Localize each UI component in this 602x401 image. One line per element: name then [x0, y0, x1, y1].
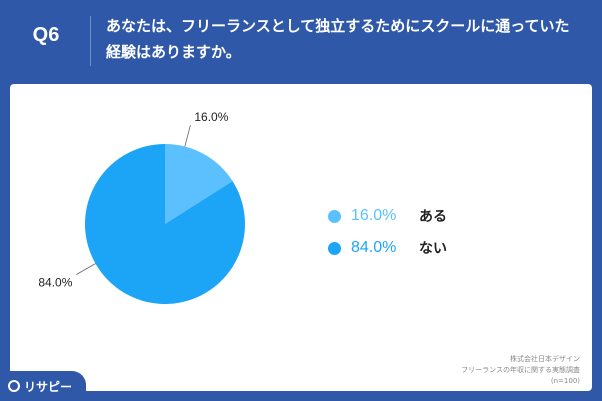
leader-line-0: [184, 125, 191, 147]
question-number: Q6: [32, 24, 60, 46]
legend-dot: [328, 209, 341, 223]
chart-panel: 16.0% 84.0% 16.0% ある 84.0% ない 株式会社日本デザイン …: [10, 84, 592, 391]
header-divider: [90, 16, 91, 66]
brand-name: リサピー: [24, 379, 73, 394]
legend: 16.0% ある 84.0% ない: [328, 202, 447, 266]
pie-chart: 16.0% 84.0%: [38, 110, 246, 304]
question-header: Q6 あなたは、フリーランスとして独立するためにスクールに通っていた経験はありま…: [0, 0, 602, 82]
legend-pct: 84.0%: [351, 239, 397, 256]
source-survey: フリーランスの年収に関する実態調査: [461, 366, 580, 374]
legend-label: ない: [419, 241, 447, 257]
legend-label: ある: [419, 209, 447, 225]
source-note: 株式会社日本デザイン フリーランスの年収に関する実態調査 (n=100): [461, 354, 580, 387]
leader-line-1: [76, 263, 96, 275]
source-company: 株式会社日本デザイン: [510, 355, 580, 363]
source-sample: (n=100): [550, 377, 580, 385]
question-text: あなたは、フリーランスとして独立するためにスクールに通っていた経験はありますか。: [106, 17, 570, 61]
slice-label-1: 84.0%: [38, 276, 72, 290]
slice-label-0: 16.0%: [194, 110, 228, 124]
pie-slice-1: [84, 144, 246, 304]
legend-item-aru: 16.0% ある: [328, 202, 447, 230]
legend-pct: 16.0%: [351, 207, 397, 224]
pie-slice-0: [165, 144, 233, 224]
brand-icon: [8, 380, 20, 392]
legend-dot: [328, 241, 341, 255]
brand-badge: リサピー: [0, 371, 86, 401]
legend-item-nai: 84.0% ない: [328, 234, 447, 262]
